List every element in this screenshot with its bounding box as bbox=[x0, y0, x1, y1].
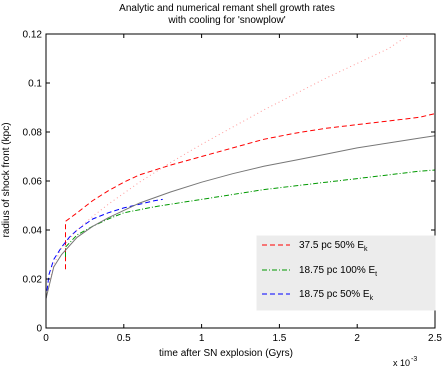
y-tick-label-5: 0.1 bbox=[28, 79, 42, 90]
y-tick-label-1: 0.02 bbox=[23, 275, 43, 286]
chart-title-line-1: Analytic and numerical remant shell grow… bbox=[119, 3, 335, 14]
series-line-1 bbox=[65, 169, 435, 257]
series-line-0 bbox=[65, 113, 435, 270]
x-tick-label-2: 1 bbox=[199, 333, 205, 344]
legend-label-1: 18.75 pc 100% Et bbox=[299, 265, 377, 278]
x-tick-label-0: 0 bbox=[43, 333, 49, 344]
y-tick-label-2: 0.04 bbox=[23, 226, 43, 237]
legend-label-2: 18.75 pc 50% Ek bbox=[299, 289, 374, 302]
legend-label-2-sub: k bbox=[370, 295, 374, 302]
x-multiplier: x 10 bbox=[393, 358, 410, 368]
y-axis-label: radius of shock front (kpc) bbox=[1, 122, 12, 237]
y-tick-label-0: 0 bbox=[36, 324, 42, 335]
legend-label-1-text: 18.75 pc 100% E bbox=[299, 265, 375, 276]
x-axis-label: time after SN explosion (Gyrs) bbox=[159, 348, 293, 359]
series-line-4 bbox=[46, 135, 435, 299]
chart-title-line-2: with cooling for 'snowplow' bbox=[167, 15, 285, 26]
y-tick-label-3: 0.06 bbox=[23, 177, 43, 188]
legend-label-2-text: 18.75 pc 50% E bbox=[299, 289, 370, 300]
x-tick-label-3: 1.5 bbox=[272, 333, 286, 344]
y-tick-label-6: 0.12 bbox=[23, 30, 43, 41]
x-tick-label-1: 0.5 bbox=[117, 333, 131, 344]
y-tick-label-4: 0.08 bbox=[23, 128, 43, 139]
x-multiplier-exponent: -3 bbox=[411, 356, 417, 363]
series-line-2 bbox=[46, 198, 163, 299]
x-tick-label-5: 2.5 bbox=[428, 333, 442, 344]
legend: 37.5 pc 50% Ek 18.75 pc 100% Et 18.75 pc… bbox=[256, 235, 436, 311]
x-tick-label-4: 2 bbox=[354, 333, 360, 344]
x-multiplier-base: x 10 bbox=[393, 358, 410, 368]
series-line-3 bbox=[46, 34, 411, 299]
legend-label-0-sub: k bbox=[364, 246, 368, 253]
legend-label-0: 37.5 pc 50% Ek bbox=[299, 240, 368, 253]
legend-label-0-text: 37.5 pc 50% E bbox=[299, 240, 364, 251]
data-layer bbox=[46, 34, 435, 299]
legend-box bbox=[256, 235, 436, 311]
legend-label-1-sub: t bbox=[375, 271, 377, 278]
